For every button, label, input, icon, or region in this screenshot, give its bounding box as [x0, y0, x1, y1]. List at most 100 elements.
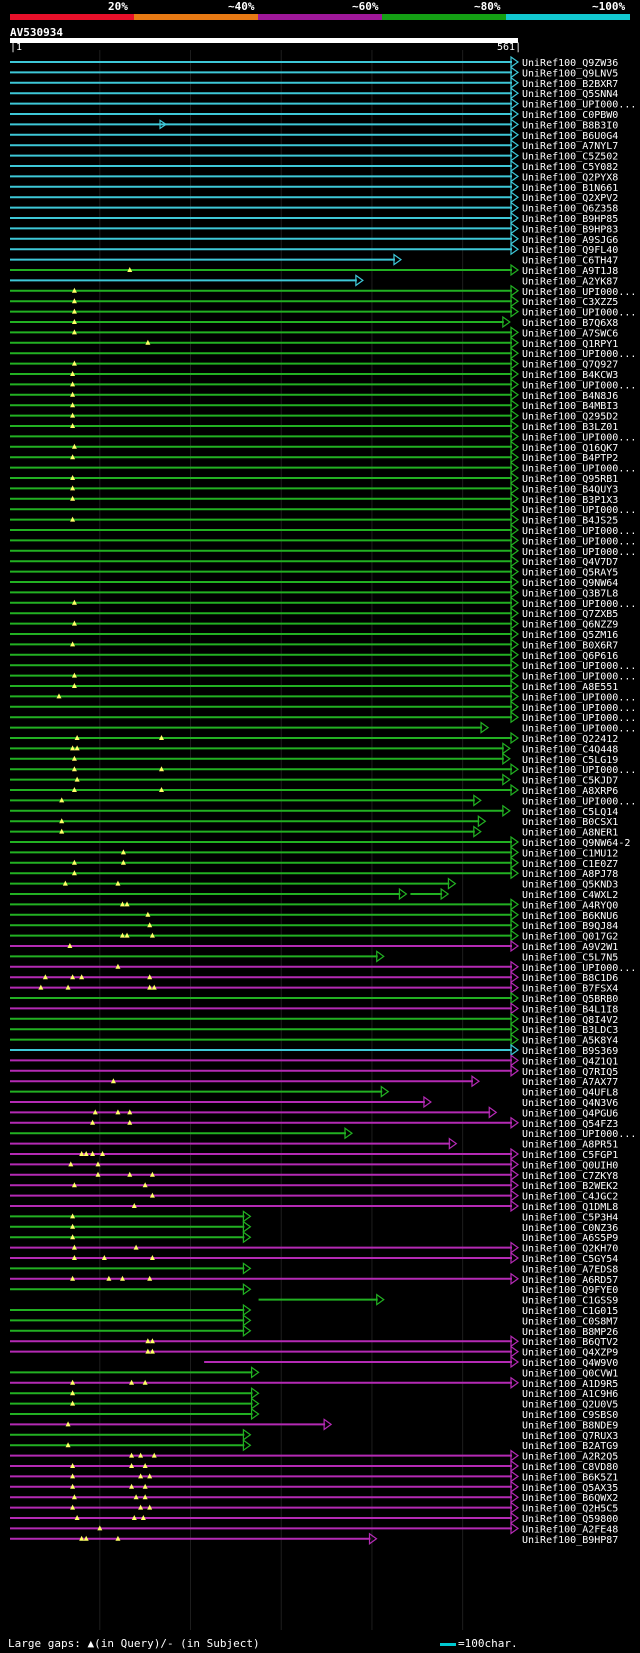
gap-marker [149, 1338, 155, 1344]
gap-marker [140, 1515, 146, 1520]
gap-marker [131, 1203, 137, 1208]
hit-arrow [510, 430, 520, 443]
hit-arrow [510, 919, 520, 932]
legend-label-100: ~100% [592, 0, 626, 13]
hit-label: UniRef100_B1N661 [522, 183, 618, 194]
gap-marker [70, 1379, 76, 1385]
gap-marker [38, 984, 44, 990]
gap-marker [120, 859, 126, 865]
gap-marker [97, 1525, 103, 1531]
hit-label: UniRef100_Q9LNV5 [522, 68, 618, 79]
query-bar [10, 38, 518, 43]
gap-marker [70, 454, 76, 460]
gap-marker [83, 1535, 89, 1541]
hit-label: UniRef100_Q017G2 [522, 932, 618, 943]
hit-arrow [510, 1116, 520, 1129]
hit-label: UniRef100_Q22412 [522, 734, 618, 745]
hit-arrow [510, 555, 520, 568]
gap-marker [127, 1109, 133, 1115]
hit-arrow [510, 617, 520, 630]
hit-arrow [510, 159, 520, 173]
hit-label: UniRef100_Q5KND3 [522, 880, 618, 891]
hit-arrow [510, 243, 520, 256]
hit-arrow [510, 1470, 520, 1483]
hit-label: UniRef100_Q4UFL8 [522, 1088, 618, 1099]
gap-marker [65, 1421, 71, 1427]
gap-marker [119, 1275, 125, 1281]
gap-marker [71, 620, 77, 626]
gap-marker [71, 287, 77, 293]
hit-label: UniRef100_Q9ZW36 [522, 58, 618, 69]
hit-arrow [344, 1127, 354, 1140]
gap-marker [74, 745, 80, 751]
hit-arrow [510, 929, 520, 942]
gap-marker [106, 1275, 112, 1281]
hit-arrow [250, 1387, 260, 1400]
hit-label: UniRef100_Q16QK7 [522, 443, 618, 454]
gap-marker [70, 381, 76, 387]
hit-label: UniRef100_A8PR51 [522, 1140, 618, 1151]
hit-label: UniRef100_UPI000... [522, 308, 636, 319]
hit-label: UniRef100_A8NER1 [522, 828, 618, 839]
hit-label: UniRef100_B9S369 [522, 1046, 618, 1057]
hit-label: UniRef100_C1MU12 [522, 848, 618, 859]
hit-label: UniRef100_B6U0G4 [522, 131, 618, 142]
gap-marker [70, 974, 76, 980]
hit-arrow [502, 773, 511, 786]
gap-marker [71, 1244, 77, 1250]
hit-arrow [510, 409, 520, 422]
hit-arrow [510, 1449, 520, 1462]
hit-label: UniRef100_UPI000... [522, 349, 636, 360]
hit-arrow [502, 804, 511, 817]
gap-marker [59, 797, 65, 803]
hit-arrow [510, 1002, 520, 1015]
hit-label: UniRef100_Q4Z1Q1 [522, 1056, 618, 1067]
hit-arrow [510, 326, 520, 339]
hit-label: UniRef100_Q4N3V6 [522, 1098, 618, 1109]
hit-label: UniRef100_Q8I4V2 [522, 1015, 618, 1026]
hit-label: UniRef100_Q59800 [522, 1514, 618, 1525]
hit-arrow [510, 305, 520, 318]
hit-label: UniRef100_Q9NW64-2 [522, 838, 630, 849]
hit-label: UniRef100_B2ATG9 [522, 1441, 618, 1452]
hit-label: UniRef100_Q2H5C5 [522, 1504, 618, 1515]
hit-label: UniRef100_B8C1D6 [522, 973, 618, 984]
hit-arrow [510, 513, 520, 526]
hit-arrow [510, 607, 520, 620]
hit-arrow [242, 1428, 252, 1441]
hit-arrow [510, 263, 520, 277]
hit-label: UniRef100_B8NDE9 [522, 1420, 618, 1431]
query-end-tick: 561| [497, 42, 522, 53]
hit-label: UniRef100_C5P3H4 [522, 1212, 618, 1223]
gap-legend: Large gaps: ▲(in Query)/- (in Subject) [8, 1637, 260, 1650]
hit-arrow [510, 627, 520, 641]
hit-arrow [510, 971, 520, 984]
hit-arrow [510, 118, 520, 131]
hit-arrow [398, 887, 408, 901]
hit-label: UniRef100_B3LZ01 [522, 422, 618, 433]
hit-label: UniRef100_C3XZZ5 [522, 297, 618, 308]
hit-arrow [250, 1397, 260, 1410]
hit-label: UniRef100_A7NYL7 [522, 141, 618, 152]
hit-label: UniRef100_B9HP85 [522, 214, 618, 225]
legend-label-60: ~60% [352, 0, 379, 13]
hit-arrow [510, 284, 520, 297]
hit-arrow [159, 119, 168, 130]
hit-label: UniRef100_UPI000... [522, 1129, 636, 1140]
hit-arrow [510, 357, 520, 370]
hit-label: UniRef100_B8B3I0 [522, 120, 618, 131]
gap-marker [142, 1483, 148, 1489]
hit-arrow [242, 1231, 252, 1244]
hit-label: UniRef100_B4KCW3 [522, 370, 618, 381]
hit-arrow [510, 367, 520, 381]
gap-marker [95, 1161, 101, 1167]
hit-arrow [355, 274, 364, 287]
hit-label: UniRef100_A9T1J8 [522, 266, 618, 277]
hit-arrow [473, 794, 482, 807]
gap-marker [71, 683, 77, 688]
hit-label: UniRef100_Q2U0V5 [522, 1400, 618, 1411]
hit-label: UniRef100_C5Y082 [522, 162, 618, 173]
hit-label: UniRef100_Q7RIQ5 [522, 1067, 618, 1078]
hit-label: UniRef100_UPI000... [522, 536, 636, 547]
hit-arrow [250, 1407, 260, 1421]
